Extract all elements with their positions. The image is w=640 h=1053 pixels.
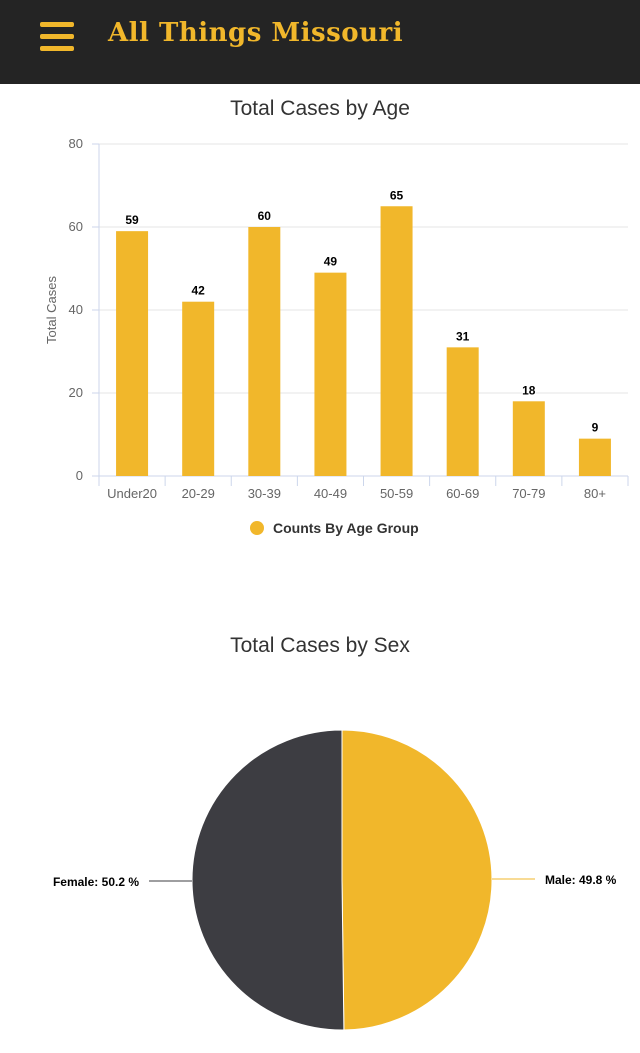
bar-data-label: 31 xyxy=(456,329,470,343)
pie-slice-female xyxy=(191,729,345,1031)
bar xyxy=(248,227,281,476)
x-tick-label: 50-59 xyxy=(380,486,413,501)
bar xyxy=(446,347,479,476)
x-tick-label: 80+ xyxy=(584,486,606,501)
x-tick-label: 20-29 xyxy=(182,486,215,501)
bar xyxy=(314,272,347,476)
sex-pie-chart: Male: 49.8 % Female: 50.2 % xyxy=(53,729,617,1031)
bar xyxy=(578,438,611,476)
age-bar-chart: 0 20 40 60 80 Total Cases 59 Under20 42 20-29 60 30… xyxy=(44,136,629,536)
bar xyxy=(512,401,545,476)
legend-label: Counts By Age Group xyxy=(273,520,419,536)
bar-data-label: 9 xyxy=(592,421,599,435)
y-tick-label: 60 xyxy=(69,219,83,234)
bar-data-label: 42 xyxy=(192,284,206,298)
hamburger-menu-icon[interactable] xyxy=(40,22,74,52)
bar xyxy=(182,301,215,476)
x-tick-label: 60-69 xyxy=(446,486,479,501)
x-tick-label: 30-39 xyxy=(248,486,281,501)
x-tick-label: Under20 xyxy=(107,486,157,501)
y-tick-label: 40 xyxy=(69,302,83,317)
y-tick-label: 20 xyxy=(69,385,83,400)
bar-data-label: 18 xyxy=(522,383,536,397)
pie-data-label: Male: 49.8 % xyxy=(545,873,617,887)
y-axis-title: Total Cases xyxy=(44,276,59,344)
sex-chart-title: Total Cases by Sex xyxy=(230,634,410,657)
pie-data-label: Female: 50.2 % xyxy=(53,875,139,889)
y-tick-label: 0 xyxy=(76,468,83,483)
x-tick-label: 70-79 xyxy=(512,486,545,501)
bar-data-label: 60 xyxy=(258,209,272,223)
bar-data-label: 59 xyxy=(125,213,139,227)
bar xyxy=(380,206,413,476)
top-navbar: All Things Missouri xyxy=(0,0,640,84)
x-tick-label: 40-49 xyxy=(314,486,347,501)
y-tick-label: 80 xyxy=(69,136,83,151)
pie-slice-male xyxy=(341,729,493,1031)
bar-data-label: 49 xyxy=(324,255,338,269)
bar xyxy=(116,231,149,476)
site-title[interactable]: All Things Missouri xyxy=(108,18,404,48)
legend-item[interactable]: Counts By Age Group xyxy=(250,520,419,536)
age-chart-title: Total Cases by Age xyxy=(230,97,410,120)
legend-marker xyxy=(250,521,264,535)
bar-data-label: 65 xyxy=(390,188,404,202)
